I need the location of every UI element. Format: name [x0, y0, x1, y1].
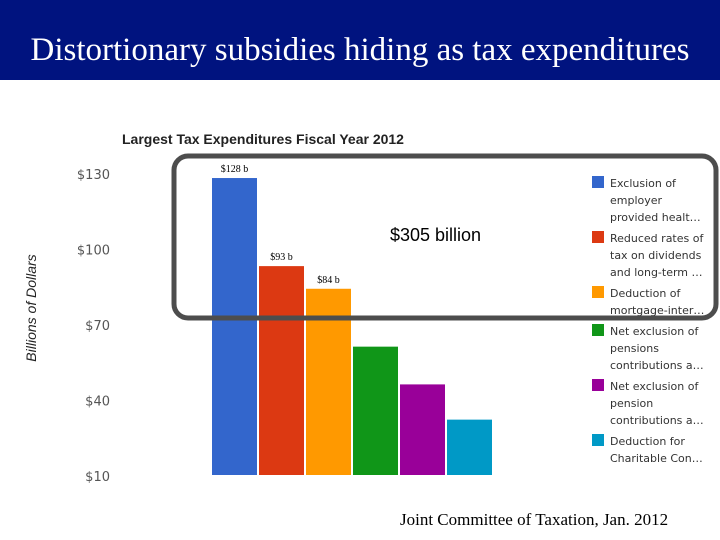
- legend-label: Deduction for: [610, 435, 685, 448]
- y-tick-label: $40: [85, 395, 110, 410]
- legend-label: Exclusion of: [610, 177, 677, 190]
- chart-area: Largest Tax Expenditures Fiscal Year 201…: [0, 80, 720, 500]
- title-bar: [0, 0, 720, 80]
- legend-swatch: [592, 176, 604, 188]
- bar-value-label: $93 b: [270, 252, 293, 263]
- source-note: Joint Committee of Taxation, Jan. 2012: [400, 510, 669, 529]
- legend-label: Net exclusion of: [610, 325, 699, 338]
- legend-label: pension: [610, 397, 653, 410]
- legend-label: Deduction of: [610, 287, 682, 300]
- legend-label: and long-term …: [610, 266, 703, 279]
- legend-label: contributions a…: [610, 359, 704, 372]
- legend-swatch: [592, 324, 604, 336]
- legend-label: Charitable Con…: [610, 452, 703, 465]
- legend-label: Net exclusion of: [610, 380, 699, 393]
- bar-chart: Largest Tax Expenditures Fiscal Year 201…: [23, 131, 719, 485]
- legend-swatch: [592, 231, 604, 243]
- bar-value-label: $84 b: [317, 275, 340, 286]
- legend-label: pensions: [610, 342, 659, 355]
- legend-label: Reduced rates of: [610, 232, 704, 245]
- legend-label: tax on dividends: [610, 249, 702, 262]
- legend-swatch: [592, 434, 604, 446]
- y-tick-label: $130: [77, 168, 110, 183]
- slide-title: Distortionary subsidies hiding as tax ex…: [30, 32, 690, 68]
- bar: [400, 384, 445, 475]
- y-tick-label: $70: [85, 319, 110, 334]
- legend-label: employer: [610, 194, 663, 207]
- legend-label: contributions a…: [610, 414, 704, 427]
- legend-swatch: [592, 286, 604, 298]
- chart-title: Largest Tax Expenditures Fiscal Year 201…: [122, 131, 404, 147]
- legend-label: mortgage-inter…: [610, 304, 704, 317]
- y-tick-label: $10: [85, 470, 110, 485]
- y-tick-label: $100: [77, 244, 110, 259]
- legend-label: provided healt…: [610, 211, 701, 224]
- highlight-box: [171, 153, 719, 321]
- bar: [447, 419, 492, 475]
- bar-value-label: $128 b: [221, 164, 249, 175]
- bar: [212, 178, 257, 475]
- annotation-total: $305 billion: [390, 225, 481, 245]
- bar: [353, 346, 398, 475]
- legend-swatch: [592, 379, 604, 391]
- y-axis-label: Billions of Dollars: [23, 254, 39, 361]
- bar: [259, 266, 304, 475]
